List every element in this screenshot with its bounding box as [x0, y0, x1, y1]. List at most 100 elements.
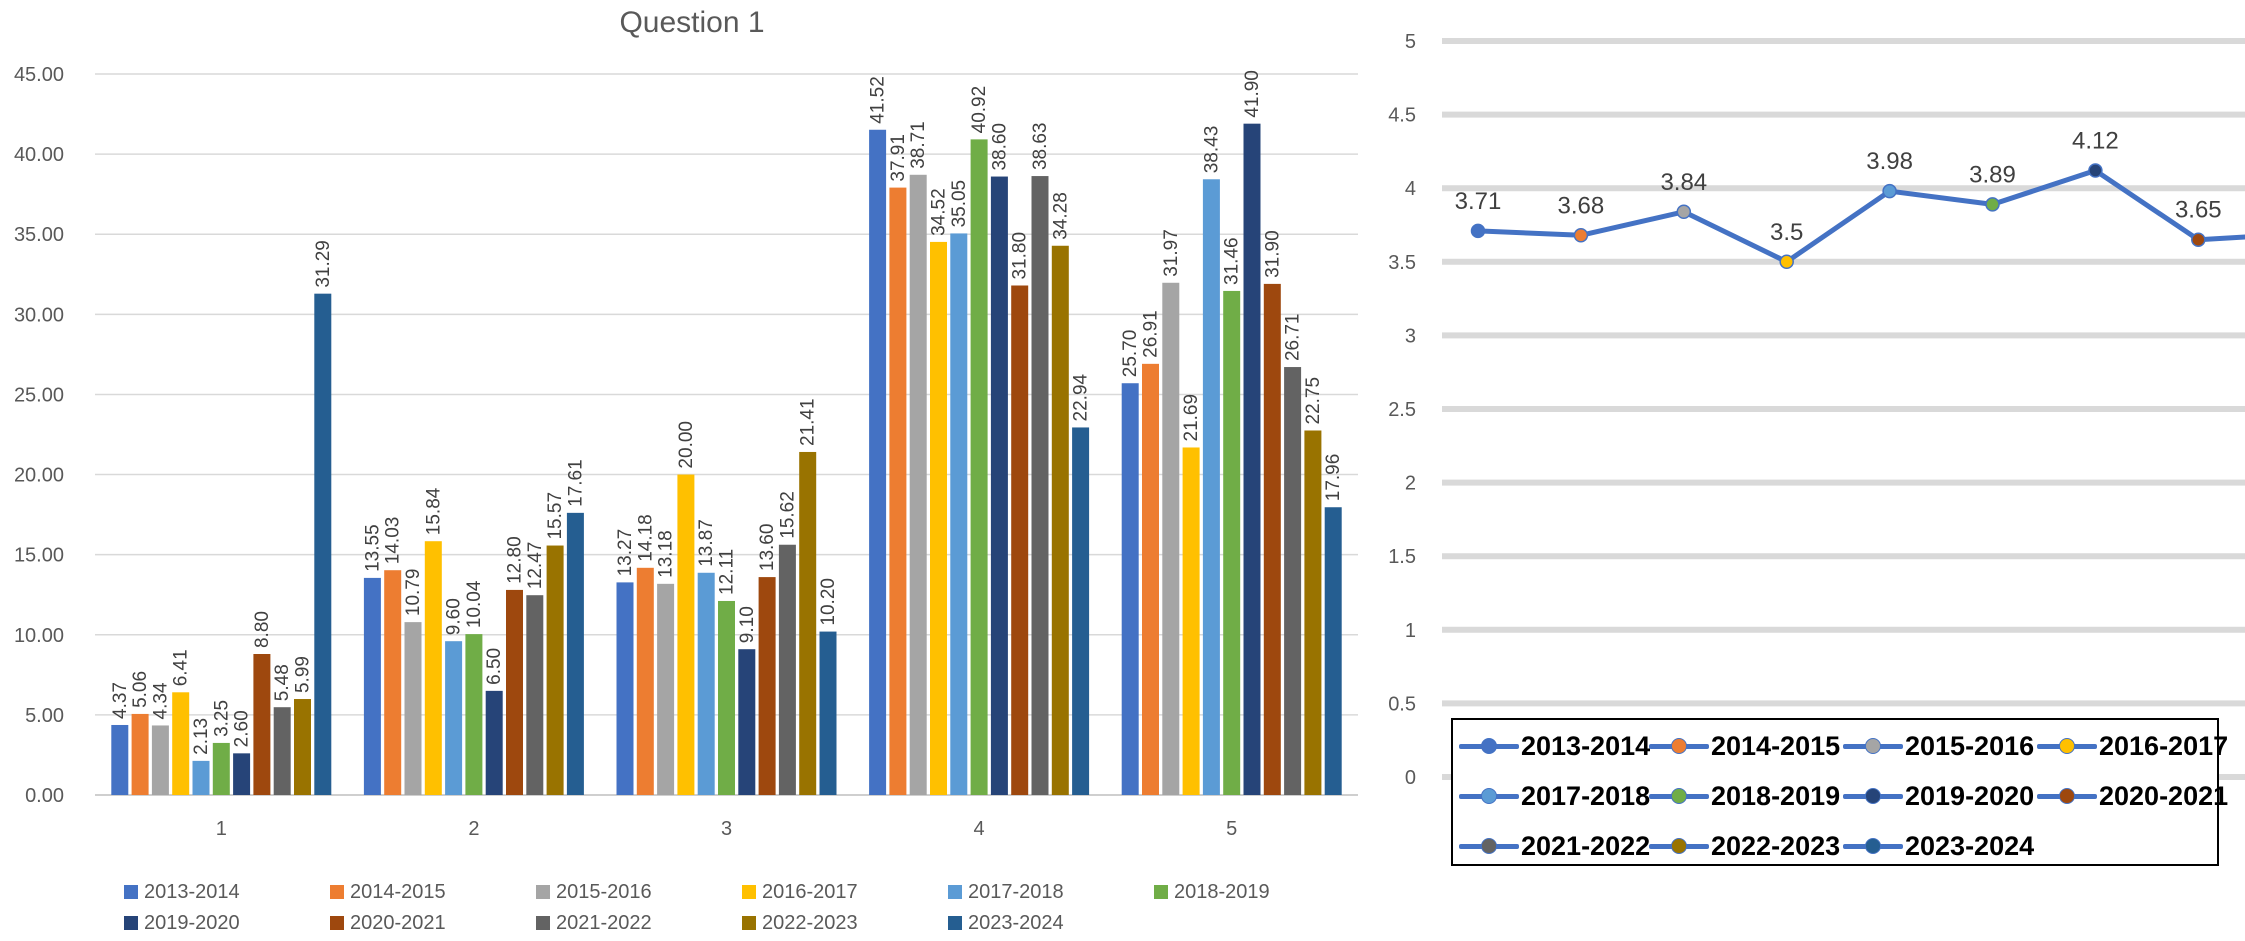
bar	[424, 541, 442, 795]
legend-item: 2020-2021	[2037, 776, 2228, 816]
legend-swatch	[330, 916, 344, 930]
bar	[404, 622, 422, 795]
legend-label: 2018-2019	[1711, 780, 1841, 811]
bar	[909, 174, 927, 795]
legend-label: 2014-2015	[1711, 730, 1841, 761]
legend-label: 2017-2018	[968, 881, 1064, 903]
bar	[799, 451, 817, 795]
bar-data-label: 21.69	[1181, 394, 1202, 442]
bar-data-label: 38.71	[908, 121, 929, 169]
legend-swatch	[124, 916, 138, 930]
bar	[1284, 367, 1302, 795]
legend-swatch	[330, 885, 344, 899]
bar	[1243, 123, 1261, 796]
bar	[718, 600, 735, 795]
bar-data-label: 41.90	[1242, 70, 1263, 118]
bar	[1263, 283, 1281, 795]
bar-data-label: 41.52	[868, 76, 889, 124]
bar-data-label: 13.87	[696, 519, 717, 567]
bar	[1223, 290, 1241, 795]
bar-data-label: 12.80	[505, 536, 526, 584]
point-data-label: 3.84	[1660, 169, 1707, 196]
legend-label: 2022-2023	[762, 912, 858, 934]
data-point	[2088, 163, 2103, 178]
legend-item: 2015-2016	[1843, 726, 2034, 766]
legend-swatch	[1649, 776, 1709, 816]
legend-label: 2015-2016	[556, 881, 652, 903]
legend-label: 2016-2017	[2099, 730, 2229, 761]
legend-item: 2016-2017	[2037, 726, 2228, 766]
legend-swatch	[1154, 885, 1168, 899]
legend-swatch	[1459, 826, 1519, 866]
bar	[1202, 179, 1220, 796]
bar-data-label: 5.99	[293, 656, 314, 693]
bar	[1142, 363, 1159, 795]
data-point	[1470, 223, 1486, 239]
y-tick-label: 3.5	[1388, 252, 1416, 274]
bar	[819, 631, 837, 795]
bar-data-label: 31.90	[1262, 230, 1283, 278]
bar-data-label: 13.27	[615, 529, 636, 577]
legend-label: 2020-2021	[350, 912, 446, 934]
legend-label: 2014-2015	[350, 881, 446, 903]
legend-item: 2019-2020	[1843, 776, 2034, 816]
point-data-label: 4.12	[2072, 128, 2119, 155]
legend-label: 2018-2019	[1174, 881, 1270, 903]
legend-item: 2013-2014	[1459, 726, 1650, 766]
bar	[950, 233, 968, 795]
bar-data-label: 34.52	[929, 188, 950, 236]
data-point	[1882, 183, 1897, 199]
bar	[546, 545, 564, 795]
legend-swatch	[1459, 726, 1519, 766]
bar-data-label: 21.41	[798, 398, 819, 446]
legend-swatch	[2037, 776, 2097, 816]
y-tick-label: 25.00	[14, 384, 64, 406]
bar-data-label: 38.60	[989, 123, 1010, 171]
bar-data-label: 31.97	[1161, 229, 1182, 277]
y-tick-label: 40.00	[14, 144, 64, 166]
bar-data-label: 8.80	[252, 611, 273, 648]
legend-label: 2016-2017	[762, 881, 858, 903]
bar	[1324, 507, 1342, 795]
bar	[506, 589, 523, 795]
legend-swatch	[1649, 726, 1709, 766]
y-tick-label: 15.00	[14, 545, 64, 567]
y-tick-label: 20.00	[14, 465, 64, 487]
point-data-label: 3.89	[1969, 161, 2016, 188]
legend-item: 2014-2015	[1649, 726, 1840, 766]
y-tick-label: 3	[1405, 325, 1416, 347]
legend-swatch	[124, 885, 138, 899]
bar	[111, 724, 129, 795]
legend-label: 2013-2014	[1521, 730, 1651, 761]
bar-data-label: 15.57	[545, 492, 566, 540]
bar-data-label: 12.47	[525, 542, 546, 590]
bar	[485, 690, 503, 795]
y-tick-label: 1	[1405, 620, 1416, 642]
legend-label: 2023-2024	[968, 912, 1064, 934]
bar-data-label: 26.91	[1141, 310, 1162, 358]
bar-data-label: 4.34	[150, 682, 171, 719]
bar-data-label: 17.61	[565, 459, 586, 507]
y-tick-label: 0.00	[25, 785, 64, 807]
legend-label: 2021-2022	[1521, 830, 1651, 861]
legend-swatch	[1843, 826, 1903, 866]
legend-swatch	[1843, 776, 1903, 816]
bar	[253, 654, 271, 795]
legend-label: 2013-2014	[144, 881, 240, 903]
legend-item: 2021-2022	[1459, 826, 1650, 866]
bar	[869, 129, 887, 796]
bar-data-label: 2.13	[191, 718, 212, 755]
bar	[657, 583, 675, 795]
y-tick-label: 0.5	[1388, 693, 1416, 715]
bar-data-label: 2.60	[232, 710, 253, 747]
bar	[758, 577, 776, 795]
bar-data-label: 25.70	[1120, 330, 1141, 378]
point-data-label: 3.5	[1770, 219, 1803, 246]
bar-data-label: 38.63	[1030, 123, 1051, 171]
bar	[192, 760, 210, 795]
bar	[172, 692, 190, 795]
bar	[465, 634, 483, 795]
bar	[1162, 282, 1180, 796]
bar-data-label: 10.20	[818, 578, 839, 626]
bar-data-label: 17.96	[1323, 454, 1344, 502]
